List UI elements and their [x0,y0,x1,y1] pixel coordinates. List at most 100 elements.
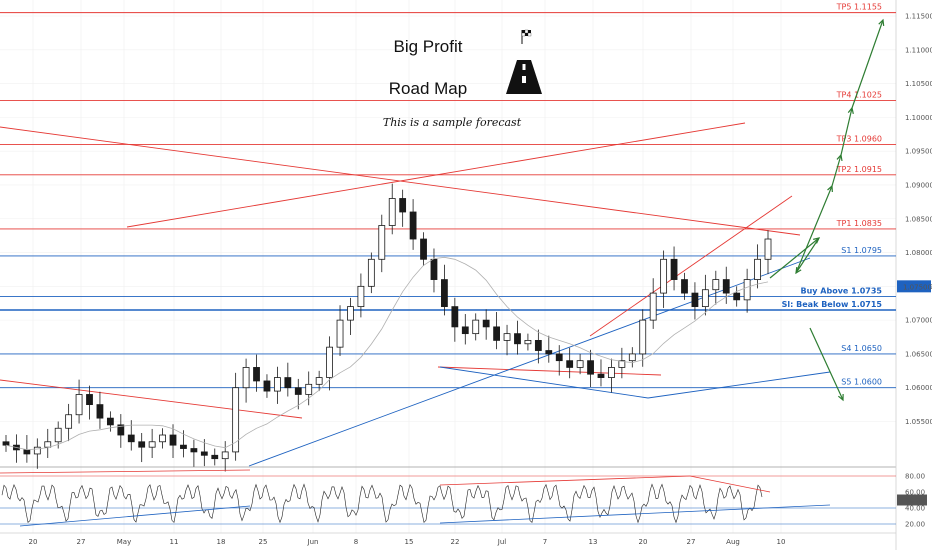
candle-body [148,441,156,448]
candle-body [660,258,668,294]
price-tick-label: 1.07000 [905,317,932,325]
time-tick-label: 8 [354,538,358,546]
candle-body [86,394,93,406]
forecast-arrow [795,185,833,274]
candle-body [2,441,10,446]
candle-body [628,353,636,362]
forecast-arrow [769,237,820,279]
candle-body [388,198,396,226]
time-tick-label: 7 [543,538,547,546]
time-tick-label: Jun [307,538,319,546]
candle-body [44,441,52,448]
candle-body [284,377,292,389]
candle-body [764,238,772,260]
time-tick-label: 20 [639,538,648,546]
osc-trend-line [439,504,831,524]
candle-body [106,417,114,426]
trend-lines [0,122,831,467]
candle-body [608,367,615,378]
candle-body [733,292,741,301]
osc-tick-label: 80.00 [905,473,925,481]
price-tick-label: 1.08500 [905,215,932,223]
forecast-arrow [851,19,884,109]
candle-body [482,319,490,328]
osc-tick-label: 20.00 [905,521,925,529]
candle-body [138,441,146,448]
candle-body [180,444,187,449]
candle-body [357,285,365,308]
candle-body [712,279,720,291]
forecast-arrow [840,107,853,156]
trend-line [647,371,831,399]
candle-body [618,360,626,368]
time-tick-label: 25 [259,538,268,546]
time-tick-label: 10 [777,538,786,546]
osc-trend-line [19,505,251,527]
osc-trend-line [0,469,251,474]
price-tick-label: 1.10000 [905,114,932,122]
candle-body [75,394,83,416]
candle-body [493,326,501,341]
candle-body [347,306,354,321]
time-tick-label: 13 [589,538,598,546]
trend-line [0,379,303,419]
candle-body [253,367,260,382]
candle-body [273,377,281,392]
chart-title: Big Profit [394,37,463,56]
forecast-arrow [809,327,844,401]
price-tick-label: 1.10500 [905,80,932,88]
trend-line [589,195,793,337]
candle-body [127,434,135,443]
trend-line [126,122,746,228]
level-label: TP5 1.1155 [836,3,882,12]
level-label: TP2 1.0915 [836,165,882,174]
candle-body [117,424,125,436]
candle-body [294,387,302,395]
candle-body [649,292,657,321]
candle-body [430,258,438,280]
time-tick-label: 18 [217,538,226,546]
price-tick-label: 1.09000 [905,181,932,189]
candle-body [754,258,761,280]
price-axis[interactable]: 1.11500 1.11000 1.10500 1.10000 1.09500 1.090… [897,13,932,529]
candle-body [315,377,323,385]
candle-body [534,339,542,351]
candle-body [367,258,375,287]
trend-line [439,366,649,399]
time-tick-label: 15 [405,538,414,546]
level-label: S1 1.0795 [841,246,882,255]
time-tick-label: 27 [77,538,86,546]
trend-line [248,257,811,467]
candle-body [54,427,62,443]
moving-average-line [5,256,769,451]
level-label: TP3 1.0960 [836,134,882,143]
candle-body [336,319,344,348]
candle-body [232,387,240,453]
time-tick-label: 22 [451,538,460,546]
chart-title-group: Big Profit Road Map This is a sample for… [383,29,542,129]
candle-body [211,454,219,460]
candle-body [221,451,229,460]
candle-body [472,319,480,335]
osc-tick-label: 60.00 [905,489,925,497]
price-tick-label: 1.09500 [905,148,932,156]
current-price-tag [897,280,931,293]
level-label: S4 1.0650 [841,344,882,353]
candle-body [722,279,730,294]
candle-body [576,360,584,368]
level-label: TP1 1.0835 [836,219,882,228]
candle-body [639,319,647,355]
candle-body [587,360,594,375]
candle-body [545,350,553,355]
candle-body [503,333,511,341]
level-label: Buy Above 1.0735 [800,286,882,295]
candle-body [461,326,469,335]
candle-body [200,451,208,456]
price-tick-label: 1.11500 [905,13,932,21]
time-axis[interactable]: 20 27 May 11 18 25 Jun 8 15 22 Jul 7 13 20 27 Aug 10 [29,538,786,546]
price-tick-label: 1.08000 [905,249,932,257]
candle-body [159,434,166,443]
level-label: Sl: Beak Below 1.0715 [782,300,883,309]
forecast-arrows [769,18,885,402]
